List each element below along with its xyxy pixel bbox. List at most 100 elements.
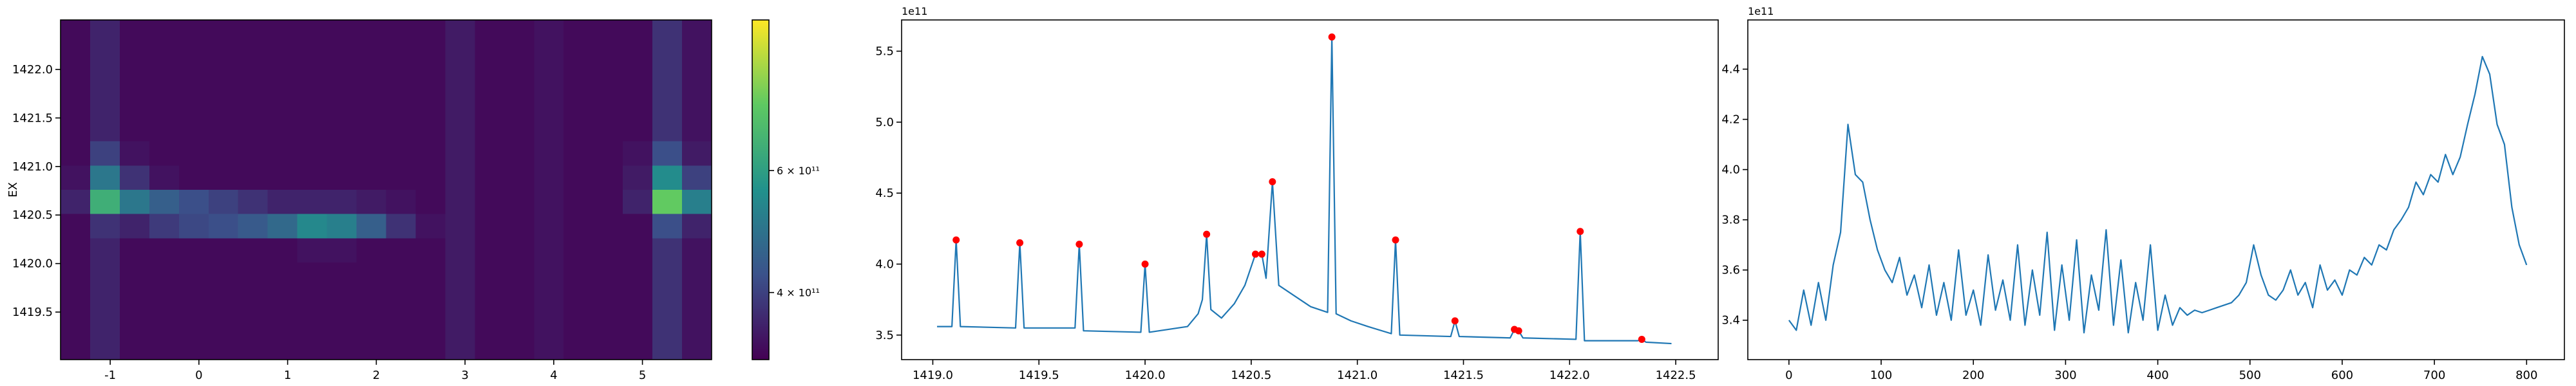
x-tick-label: 1422.0	[1549, 369, 1590, 382]
data-line	[1788, 55, 2528, 334]
heatmap-cell	[564, 190, 594, 215]
heatmap-cell	[267, 238, 298, 263]
heatmap-cell	[327, 286, 357, 312]
heatmap-cell	[386, 116, 417, 142]
heatmap-cell	[445, 214, 475, 239]
heatmap-cell	[386, 286, 417, 312]
peak-marker	[1577, 228, 1584, 235]
axes-frame	[901, 19, 1719, 360]
x-tick-label: 1421.5	[1443, 369, 1484, 382]
heatmap-cell	[386, 141, 417, 166]
y-tick-label: 1420.5	[12, 208, 53, 222]
x-tick-label: 4	[550, 369, 557, 382]
heatmap-cell	[297, 20, 328, 45]
heatmap-cell	[61, 141, 91, 166]
heatmap-cell	[238, 44, 269, 69]
heatmap-cell	[238, 286, 269, 312]
heatmap-cell	[386, 68, 417, 93]
heatmap-cell	[208, 190, 239, 215]
heatmap-cell	[445, 93, 475, 118]
heatmap-cell	[149, 165, 180, 190]
plot-area	[902, 20, 1718, 360]
heatmap-cell	[593, 68, 623, 93]
heatmap-cell	[327, 165, 357, 190]
x-tick-label: 1419.0	[913, 369, 953, 382]
x-tick-label: 700	[2423, 369, 2445, 382]
heatmap-cell	[327, 311, 357, 336]
heatmap-cell	[178, 335, 209, 360]
heatmap-cell	[682, 20, 712, 45]
heatmap-cell	[564, 116, 594, 142]
y-tick-label: 3.4	[1721, 314, 1740, 327]
heatmap-cell	[593, 238, 623, 263]
heatmap-cell	[652, 286, 683, 312]
x-tick-label: 1422.5	[1656, 369, 1696, 382]
offset-label: 1e11	[1748, 5, 1774, 17]
heatmap-cell	[178, 262, 209, 288]
heatmap-cell	[415, 44, 446, 69]
heatmap-cell	[61, 116, 91, 142]
heatmap-cell	[386, 20, 417, 45]
heatmap-cell	[445, 335, 475, 360]
heatmap-cell	[415, 238, 446, 263]
heatmap-cell	[327, 116, 357, 142]
heatmap-cell	[593, 311, 623, 336]
heatmap-cell	[327, 214, 357, 239]
heatmap-cell	[267, 286, 298, 312]
heatmap-cell	[593, 286, 623, 312]
heatmap-cell	[445, 238, 475, 263]
heatmap-cell	[623, 141, 653, 166]
heatmap-cell	[297, 190, 328, 215]
heatmap-cell	[90, 116, 120, 142]
y-tick-label: 1419.5	[12, 306, 53, 319]
heatmap-cell	[682, 311, 712, 336]
heatmap-cell	[682, 286, 712, 312]
heatmap-cell	[564, 311, 594, 336]
heatmap-cell	[564, 335, 594, 360]
y-tick-label: 1421.5	[12, 111, 53, 125]
heatmap-cell	[534, 286, 564, 312]
heatmap-cell	[415, 262, 446, 288]
heatmap-cell	[475, 141, 505, 166]
heatmap-cell	[682, 262, 712, 288]
heatmap-cell	[652, 190, 683, 215]
heatmap-cell	[415, 286, 446, 312]
heatmap-cell	[534, 116, 564, 142]
heatmap-cell	[475, 116, 505, 142]
heatmap-cell	[564, 286, 594, 312]
heatmap-cell	[90, 311, 120, 336]
heatmap-cell	[178, 44, 209, 69]
heatmap-cell	[356, 214, 387, 239]
peak-marker	[1203, 230, 1211, 238]
heatmap-cell	[623, 20, 653, 45]
heatmap-cell	[445, 286, 475, 312]
heatmap-cell	[178, 214, 209, 239]
heatmap-cell	[504, 116, 535, 142]
heatmap-cell	[386, 93, 417, 118]
heatmap-cell	[623, 214, 653, 239]
heatmap-cell	[652, 93, 683, 118]
heatmap-cell	[564, 93, 594, 118]
heatmap-cell	[475, 20, 505, 45]
heatmap-cell	[564, 141, 594, 166]
heatmap-cell	[267, 311, 298, 336]
heatmap-cell	[178, 116, 209, 142]
heatmap-cell	[178, 141, 209, 166]
heatmap-cell	[149, 286, 180, 312]
heatmap-cell	[475, 311, 505, 336]
heatmap-cell	[356, 20, 387, 45]
peak-marker	[1141, 261, 1149, 268]
heatmap-cell	[61, 190, 91, 215]
heatmap-cell	[238, 238, 269, 263]
y-axis-label: EX	[6, 182, 20, 198]
heatmap-cell	[61, 335, 91, 360]
heatmap-cell	[652, 44, 683, 69]
heatmap-cell	[475, 335, 505, 360]
x-tick-label: 600	[2331, 369, 2353, 382]
heatmap-cell	[475, 165, 505, 190]
heatmap-cell	[415, 20, 446, 45]
heatmap-cell	[445, 116, 475, 142]
heatmap-cell	[267, 44, 298, 69]
heatmap-cell	[61, 286, 91, 312]
heatmap-cell	[297, 116, 328, 142]
